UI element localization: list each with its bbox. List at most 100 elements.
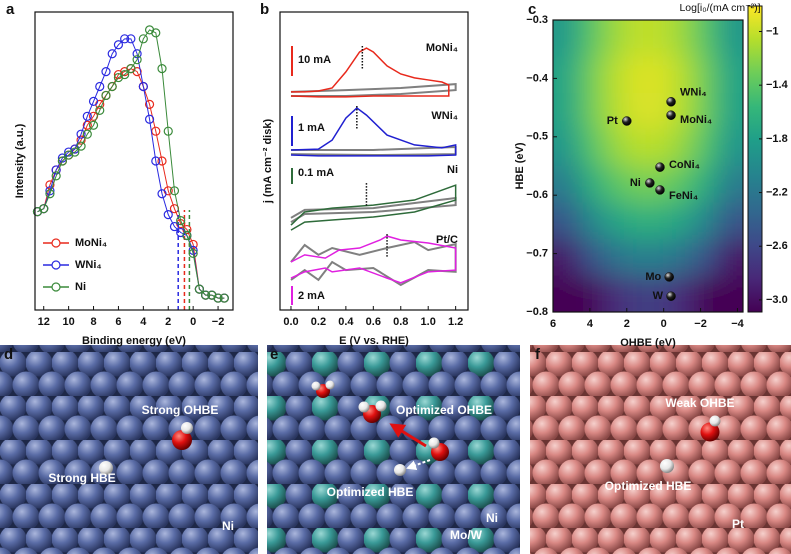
label: Ni (486, 511, 498, 525)
marker (39, 204, 49, 214)
heatmap-cell (553, 202, 578, 240)
x-tick-label: 6 (115, 316, 121, 328)
arrow (406, 459, 431, 470)
heatmap-cell (600, 56, 625, 94)
heatmap-cell (624, 202, 649, 240)
hydrogen-atom (181, 422, 193, 434)
label: Optimized OHBE (396, 403, 492, 417)
point (666, 110, 676, 120)
arrow (389, 423, 427, 448)
marker (163, 126, 173, 136)
x-tick-label: −4 (731, 318, 744, 330)
marker (151, 28, 161, 38)
x-tick-label: 10 (62, 316, 74, 328)
point (655, 162, 665, 172)
x-tick-label: 4 (140, 316, 147, 328)
illustration-f: Weak OHBE Optimized HBE Pt f (530, 345, 791, 554)
series-line (37, 68, 225, 299)
heatmap-cell (671, 275, 696, 312)
heatmap-cell (600, 20, 625, 57)
panel-label: e (270, 346, 278, 363)
legend-marker (51, 238, 61, 248)
scale-label: 10 mA (298, 54, 331, 66)
marker (163, 210, 173, 220)
x-tick-label: 6 (550, 318, 556, 330)
reference-curve (290, 240, 457, 287)
heatmap-cell (624, 166, 649, 203)
series-label: WNi₄ (431, 110, 458, 122)
plot-frame (552, 19, 744, 313)
marker (76, 135, 86, 145)
y-tick-label: −0.6 (526, 189, 548, 201)
y-tick-label: −0.8 (526, 306, 548, 318)
hydrogen-atom (660, 459, 674, 473)
marker (101, 66, 111, 77)
y-axis-label: HBE (eV) (514, 142, 526, 189)
heatmap-cell (671, 129, 696, 167)
point-label: WNi₄ (680, 87, 707, 99)
marker (157, 156, 167, 166)
x-axis-label: Binding energy (eV) (82, 335, 186, 347)
heatmap-cell (695, 166, 720, 203)
marker (82, 120, 92, 130)
heatmap-cell (695, 275, 720, 312)
colorbar-tick-label: −3.0 (766, 294, 788, 306)
y-axis-label: j (mA cm⁻² disk) (262, 119, 274, 205)
label: Mo/W (450, 528, 483, 542)
colorbar-tick-label: −1.4 (766, 79, 789, 91)
heatmap-cell (600, 129, 625, 167)
marker (194, 284, 204, 294)
x-axis-label: OHBE (eV) (620, 337, 676, 349)
illustration-e: Optimized OHBE Optimized HBE Ni Mo/W e (267, 345, 520, 554)
heatmap-cell (671, 166, 696, 203)
point-label: MoNi₄ (680, 114, 712, 126)
heatmap-cell (600, 202, 625, 240)
heatmap-cell (671, 56, 696, 94)
heatmap-cell (624, 239, 649, 276)
point-label: Mo (645, 271, 661, 283)
x-axis-label: E (V vs. RHE) (339, 335, 409, 347)
x-tick-label: 0 (190, 316, 196, 328)
x-tick-label: 4 (587, 318, 594, 330)
marker (138, 81, 148, 92)
marker (126, 64, 136, 74)
marker (76, 141, 86, 151)
hydrogen-atom (358, 401, 370, 413)
x-tick-label: 12 (38, 316, 50, 328)
x-tick-label: 0.6 (366, 316, 381, 328)
legend-marker (51, 282, 61, 292)
hydrogen-atom (311, 381, 321, 391)
x-tick-label: 2 (624, 318, 630, 330)
marker (176, 216, 186, 226)
x-tick-label: 8 (90, 316, 96, 328)
point (664, 272, 674, 282)
heatmap-cell (671, 239, 696, 276)
heatmap-cell (600, 93, 625, 130)
x-tick-label: 1.2 (448, 316, 463, 328)
marker (101, 90, 111, 101)
heatmap-cell (671, 93, 696, 130)
heatmap-cell (553, 166, 578, 203)
heatmap-cell (671, 20, 696, 57)
heatmap-cell (719, 129, 743, 167)
heatmap-cell (600, 166, 625, 203)
heatmap-cell (576, 93, 601, 130)
plot-frame (34, 11, 234, 311)
plot-frame (279, 11, 469, 311)
point-label: FeNi₄ (669, 190, 698, 202)
reference-curve (290, 145, 457, 157)
heatmap-cell (695, 202, 720, 240)
heatmap-cell (695, 129, 720, 167)
illustration-d: Strong OHBE Strong HBE Ni d (0, 345, 258, 554)
y-tick-label: −0.3 (526, 14, 548, 26)
marker (51, 171, 61, 181)
hydrogen-atom (325, 380, 335, 390)
cv-curve (290, 106, 457, 157)
oxygen-atom (700, 422, 720, 442)
legend-label: Ni (75, 281, 86, 293)
x-tick-label: −2 (212, 316, 225, 328)
marker (82, 111, 92, 121)
heatmap-cell (648, 239, 673, 276)
heatmap-cell (553, 239, 578, 276)
